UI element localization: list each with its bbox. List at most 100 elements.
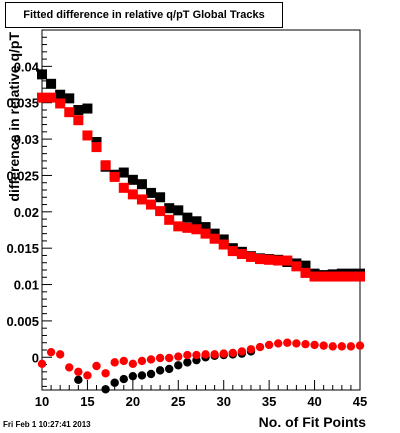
series-4 <box>37 338 365 380</box>
x-tick-label: 10 <box>35 394 49 409</box>
y-tick-label: 0.035 <box>6 96 39 111</box>
data-point <box>201 350 210 359</box>
data-point <box>274 339 283 348</box>
data-point <box>346 342 356 351</box>
data-point <box>146 199 157 210</box>
data-point <box>165 364 174 374</box>
data-point <box>292 339 301 348</box>
data-point <box>101 385 110 394</box>
data-point <box>109 171 120 182</box>
data-point <box>300 260 311 271</box>
data-point <box>73 115 84 126</box>
data-point <box>91 137 102 147</box>
data-point <box>218 239 229 250</box>
data-point <box>264 340 274 350</box>
x-tick-label: 45 <box>353 394 367 409</box>
data-point <box>192 350 201 360</box>
data-point <box>155 192 166 203</box>
data-point <box>46 78 57 89</box>
data-point <box>55 98 66 109</box>
data-point <box>245 251 256 262</box>
data-point <box>355 341 365 350</box>
data-point <box>183 350 192 360</box>
data-point <box>200 228 211 239</box>
data-point <box>309 271 320 282</box>
data-point <box>319 341 328 350</box>
x-axis-title: No. of Fit Points <box>259 414 367 430</box>
data-point <box>155 206 166 217</box>
x-tick-label: 20 <box>126 394 140 409</box>
data-point <box>227 246 238 257</box>
data-point <box>46 347 56 357</box>
data-point <box>74 367 83 377</box>
data-point <box>182 212 193 223</box>
data-point <box>82 130 93 141</box>
data-point <box>155 353 165 363</box>
data-point <box>173 205 184 216</box>
data-point <box>119 356 128 366</box>
y-axis-title: difference in relative q/pT <box>6 32 22 202</box>
chart-title-text: Fitted difference in relative q/pT Globa… <box>23 9 265 21</box>
data-point <box>301 339 310 349</box>
data-point <box>136 179 147 190</box>
plot-frame <box>41 29 361 391</box>
data-point <box>146 369 156 379</box>
y-axis: 0 0.005 0.01 0.015 0.02 0.025 0.03 0.035 0.04 <box>6 29 52 387</box>
data-point <box>218 234 229 245</box>
data-point <box>191 216 202 227</box>
y-tick-label: 0 <box>32 350 39 365</box>
data-point <box>73 105 84 115</box>
data-point <box>137 371 147 380</box>
series-2 <box>37 92 365 282</box>
data-point <box>355 271 365 282</box>
data-point <box>237 347 247 356</box>
x-axis: 10 15 20 25 30 35 40 45 <box>35 380 367 409</box>
y-tick-label: 0.005 <box>6 314 39 329</box>
data-point <box>74 375 83 385</box>
data-point <box>283 338 292 347</box>
data-point <box>209 228 220 239</box>
data-point <box>174 352 183 361</box>
data-point <box>264 254 275 265</box>
data-point <box>345 271 356 282</box>
data-point <box>92 361 101 371</box>
data-point <box>83 371 92 380</box>
data-point <box>37 359 47 369</box>
data-point <box>37 92 47 103</box>
y-tick-label: 0.03 <box>14 132 39 147</box>
data-point <box>173 221 184 232</box>
data-point <box>118 167 129 178</box>
data-point <box>191 224 202 235</box>
data-point <box>146 355 156 364</box>
data-point <box>282 255 293 266</box>
data-point <box>318 271 329 282</box>
series-1 <box>37 69 365 281</box>
data-point <box>273 255 284 266</box>
data-point <box>127 189 138 200</box>
data-point <box>137 356 147 366</box>
y-tick-label: 0.01 <box>14 278 39 293</box>
data-point <box>209 233 220 244</box>
y-tick-label: 0.04 <box>14 59 40 74</box>
data-point <box>164 203 175 214</box>
data-point <box>174 361 183 370</box>
data-point <box>337 342 347 351</box>
data-point <box>46 92 57 103</box>
data-point <box>146 187 157 198</box>
data-point <box>310 340 319 350</box>
data-point <box>200 222 211 233</box>
data-point <box>119 374 128 384</box>
x-tick-label: 40 <box>307 394 321 409</box>
data-point <box>82 103 93 114</box>
data-point <box>110 358 119 367</box>
data-point <box>219 349 228 358</box>
data-point <box>155 366 165 375</box>
data-point <box>328 342 337 351</box>
data-point <box>118 182 129 193</box>
data-point <box>255 342 265 352</box>
data-point <box>327 271 338 282</box>
x-tick-label: 30 <box>216 394 230 409</box>
y-tick-label: 0.02 <box>14 205 39 220</box>
data-point <box>91 142 102 153</box>
